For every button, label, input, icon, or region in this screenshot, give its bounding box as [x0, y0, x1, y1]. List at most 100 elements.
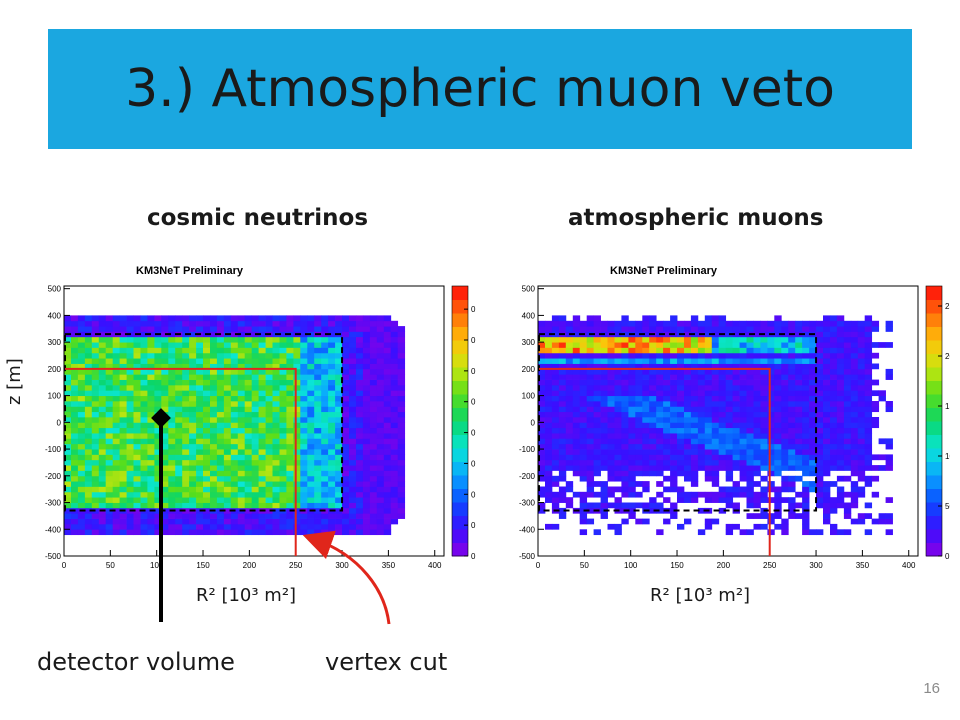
heatmap-cell	[836, 465, 845, 471]
heatmap-cell	[767, 342, 775, 348]
heatmap-cell	[781, 390, 789, 397]
y-tick-label: 500	[48, 285, 62, 294]
heatmap-cell	[342, 358, 350, 364]
heatmap-cell	[830, 507, 838, 514]
heatmap-cell	[133, 336, 141, 343]
heatmap-cell	[843, 502, 852, 509]
heatmap-cell	[84, 411, 93, 418]
heatmap-cell	[830, 427, 838, 434]
heatmap-cell	[223, 336, 232, 343]
heatmap-cell	[112, 449, 121, 455]
heatmap-cell	[203, 417, 211, 423]
heatmap-cell	[586, 395, 595, 402]
heatmap-cell	[614, 465, 622, 471]
heatmap-cell	[140, 443, 148, 450]
heatmap-cell	[342, 502, 350, 509]
heatmap-cell	[91, 417, 100, 423]
heatmap-cell	[579, 475, 588, 482]
heatmap-cell	[614, 401, 622, 407]
heatmap-cell	[850, 454, 859, 461]
heatmap-cell	[538, 443, 546, 450]
heatmap-cell	[286, 326, 294, 332]
heatmap-cell	[133, 379, 141, 386]
heatmap-cell	[383, 475, 392, 482]
heatmap-cell	[133, 491, 141, 498]
heatmap-cell	[572, 331, 581, 338]
heatmap-cell	[642, 486, 650, 493]
heatmap-cell	[795, 443, 803, 450]
heatmap-cell	[746, 395, 754, 402]
heatmap-cell	[774, 438, 782, 445]
heatmap-cell	[369, 486, 378, 493]
heatmap-cell	[823, 449, 831, 455]
heatmap-cell	[258, 401, 266, 407]
heatmap-cell	[885, 518, 893, 525]
heatmap-cell	[369, 470, 378, 477]
heatmap-cell	[362, 390, 371, 397]
heatmap-cell	[802, 449, 810, 455]
heatmap-cell	[593, 342, 601, 348]
heatmap-cell	[739, 454, 747, 461]
heatmap-cell	[857, 470, 866, 477]
heatmap-cell	[545, 449, 553, 455]
heatmap-cell	[64, 438, 72, 445]
heatmap-cell	[670, 347, 678, 354]
x-tick-label: 100	[624, 561, 638, 570]
heatmap-cell	[362, 401, 371, 407]
heatmap-cell	[718, 384, 727, 391]
heatmap-cell	[356, 475, 364, 482]
heatmap-cell	[781, 406, 789, 413]
heatmap-cell	[628, 475, 636, 482]
heatmap-cell	[628, 326, 636, 332]
heatmap-cell	[321, 518, 329, 525]
heatmap-cell	[237, 315, 246, 322]
heatmap-cell	[816, 406, 824, 413]
heatmap-cell	[746, 411, 754, 418]
heatmap-cell	[690, 336, 699, 343]
heatmap-cell	[369, 438, 378, 445]
heatmap-cell	[272, 320, 280, 327]
x-tick-label: 250	[763, 561, 777, 570]
heatmap-cell	[383, 315, 392, 322]
heatmap-cell	[237, 454, 246, 461]
heatmap-cell	[182, 342, 190, 348]
heatmap-cell	[98, 374, 107, 380]
heatmap-cell	[390, 401, 399, 407]
heatmap-cell	[593, 358, 601, 364]
heatmap-cell	[64, 363, 72, 370]
heatmap-cell	[551, 406, 560, 413]
heatmap-cell	[133, 529, 141, 536]
heatmap-cell	[760, 395, 768, 402]
heatmap-cell	[649, 358, 657, 364]
heatmap-cell	[175, 363, 183, 370]
heatmap-cell	[133, 518, 141, 525]
heatmap-cell	[656, 470, 664, 477]
heatmap-cell	[850, 438, 859, 445]
heatmap-cell	[718, 507, 727, 514]
heatmap-cell	[286, 374, 294, 380]
heatmap-cell	[196, 523, 204, 530]
heatmap-cell	[739, 347, 747, 354]
heatmap-cell	[871, 491, 880, 498]
heatmap-cell	[119, 465, 127, 471]
heatmap-cell	[816, 331, 824, 338]
heatmap-cell	[223, 315, 232, 322]
heatmap-cell	[788, 427, 796, 434]
right-plot: KM3NeT Preliminary 0 50 100 150 200 250 300 350 4…	[480, 256, 959, 581]
heatmap-cell	[196, 390, 204, 397]
heatmap-cell	[307, 374, 315, 380]
heatmap-cell	[161, 433, 169, 439]
heatmap-cell	[383, 433, 392, 439]
heatmap-cell	[223, 368, 232, 375]
heatmap-cell	[279, 433, 287, 439]
heatmap-cell	[244, 475, 253, 482]
heatmap-cell	[593, 401, 601, 407]
heatmap-cell	[628, 320, 636, 327]
heatmap-cell	[126, 417, 134, 423]
heatmap-cell	[189, 352, 197, 359]
heatmap-cell	[670, 422, 678, 429]
heatmap-cell	[816, 491, 824, 498]
heatmap-cell	[850, 433, 859, 439]
heatmap-cell	[168, 449, 176, 455]
heatmap-cell	[628, 390, 636, 397]
